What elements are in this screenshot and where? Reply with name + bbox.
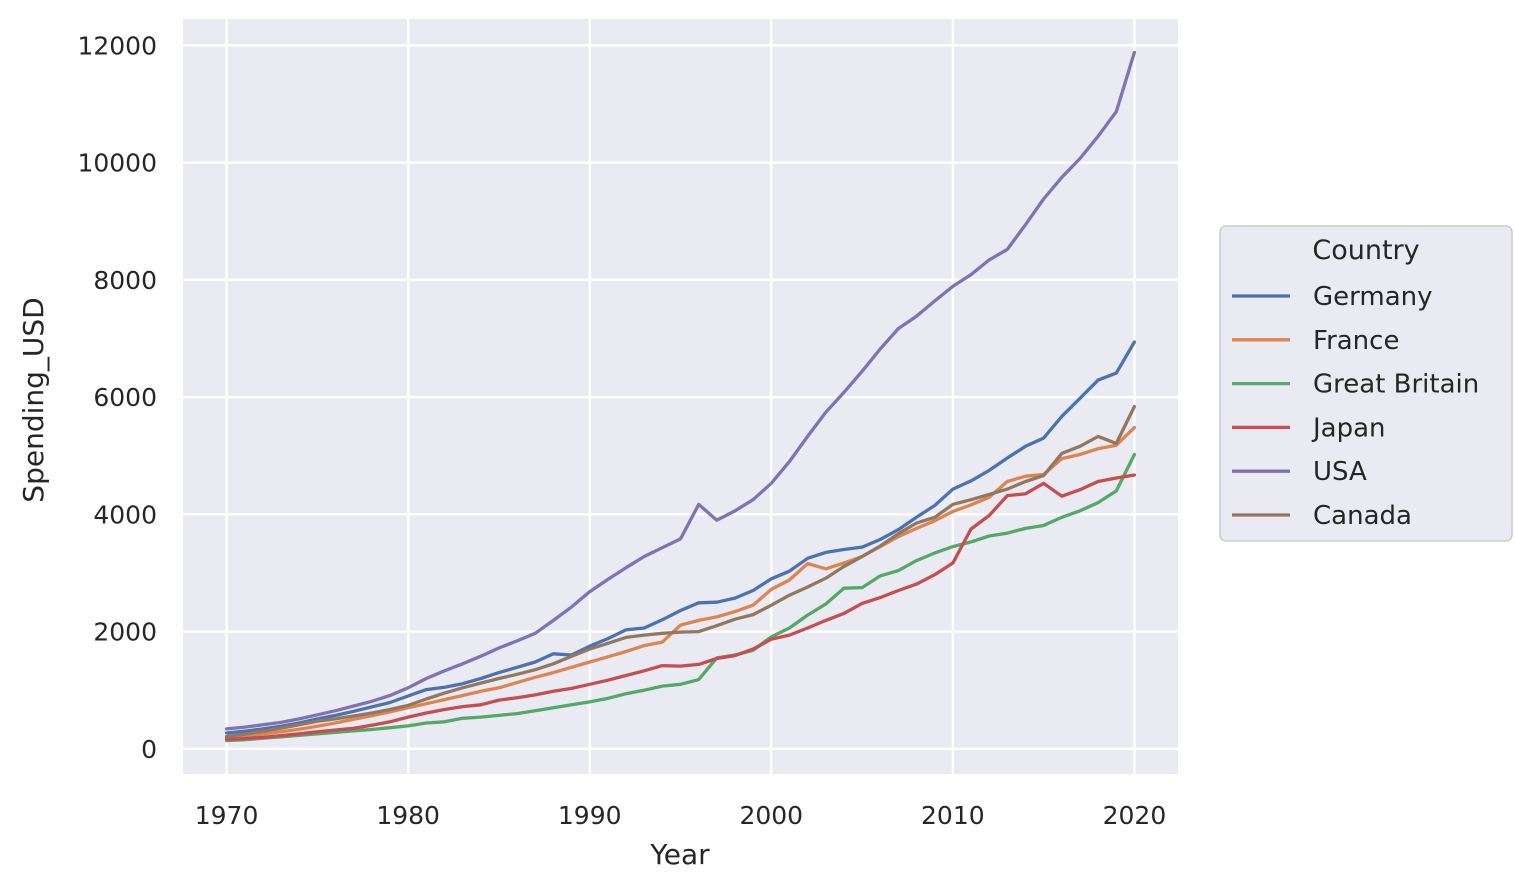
x-tick-labels: 1970 1980 1990 2000 2010 2020: [195, 801, 1166, 830]
y-tick-label: 4000: [93, 500, 157, 529]
x-tick-label: 1980: [376, 801, 440, 830]
x-tick-label: 2020: [1103, 801, 1167, 830]
y-tick-label: 2000: [93, 618, 157, 647]
legend-label: Japan: [1311, 413, 1386, 443]
y-tick-label: 0: [141, 735, 157, 764]
series-line-canada: [224, 404, 1137, 739]
legend-title: Country: [1312, 235, 1419, 266]
legend-items: Germany France Great Britain Japan USA Canada: [1232, 282, 1479, 531]
legend-label: Germany: [1313, 282, 1433, 312]
x-axis-label: Year: [649, 838, 710, 871]
y-tick-label: 12000: [77, 31, 157, 60]
legend-label: USA: [1313, 457, 1367, 487]
x-tick-label: 2000: [739, 801, 803, 830]
x-tick-label: 2010: [921, 801, 985, 830]
y-tick-label: 6000: [93, 383, 157, 412]
legend-label: Great Britain: [1313, 370, 1479, 400]
series-line-great-britain: [224, 452, 1137, 743]
series-line-usa: [224, 50, 1137, 731]
series-line-germany: [224, 340, 1137, 735]
legend: Country Germany France Great Britain Japan U…: [1219, 225, 1513, 542]
legend-label: Canada: [1313, 501, 1412, 531]
y-tick-labels: 0 2000 4000 6000 8000 10000 12000: [77, 31, 157, 763]
y-axis-label: Spending_USD: [17, 297, 50, 502]
y-gridlines: [183, 44, 1178, 750]
x-tick-label: 1990: [558, 801, 622, 830]
y-tick-label: 10000: [77, 149, 157, 178]
series-lines: [224, 50, 1137, 743]
series-line-japan: [224, 473, 1137, 742]
series-line-france: [224, 425, 1137, 740]
legend-box: [1219, 225, 1513, 542]
y-tick-label: 8000: [93, 266, 157, 295]
legend-label: France: [1313, 326, 1399, 356]
x-tick-label: 1970: [195, 801, 259, 830]
